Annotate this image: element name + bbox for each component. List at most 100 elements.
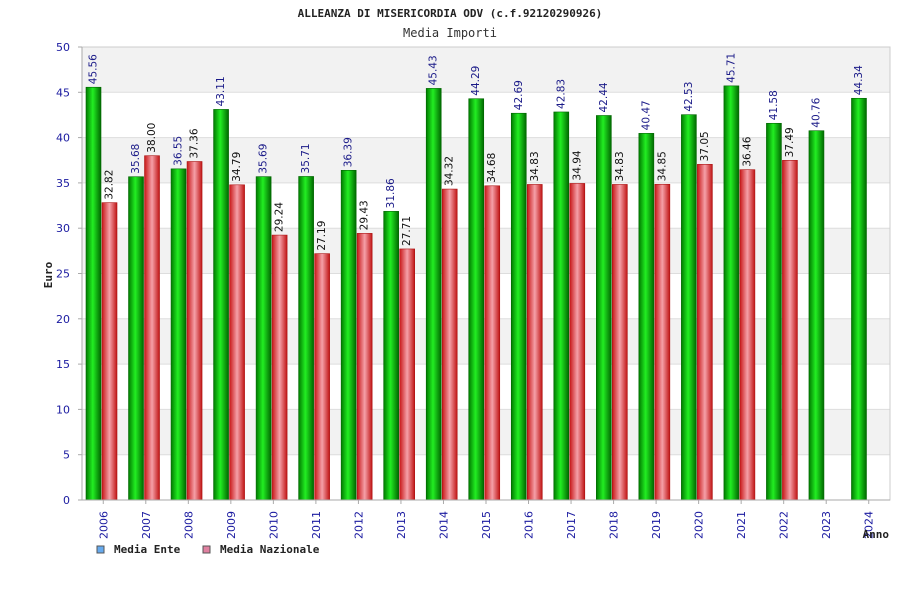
x-tick-label: 2012 — [352, 511, 365, 539]
y-tick-label: 35 — [56, 177, 70, 190]
data-label-media-ente-2016: 42.69 — [513, 80, 525, 110]
x-tick-label: 2011 — [310, 511, 323, 539]
bar-media-nazionale-2013 — [399, 248, 415, 501]
y-tick-label: 20 — [56, 313, 70, 326]
bar-media-nazionale-2006 — [101, 202, 118, 501]
y-tick-label: 25 — [56, 268, 70, 281]
bar-media-nazionale-2015 — [484, 185, 501, 501]
bar-media-ente-2009 — [213, 109, 229, 501]
data-label-media-ente-2024: 44.34 — [853, 65, 865, 95]
data-label-media-ente-2006: 45.56 — [88, 54, 100, 84]
x-tick-label: 2007 — [140, 511, 153, 539]
x-axis-label: Anno — [863, 528, 890, 541]
bar-media-ente-2016 — [510, 112, 527, 501]
data-label-media-ente-2019: 40.47 — [640, 100, 652, 130]
data-label-media-nazionale-2021: 36.46 — [741, 136, 753, 166]
x-tick-label: 2019 — [650, 511, 663, 539]
legend-swatch-media-nazionale — [202, 545, 211, 554]
data-label-media-ente-2020: 42.53 — [683, 82, 695, 112]
data-label-media-nazionale-2018: 34.83 — [614, 151, 626, 181]
data-label-media-ente-2007: 35.68 — [130, 144, 142, 174]
y-tick-label: 5 — [63, 449, 70, 462]
data-label-media-ente-2021: 45.71 — [725, 53, 737, 83]
data-label-media-nazionale-2020: 37.05 — [699, 131, 711, 161]
bar-media-ente-2024 — [851, 97, 867, 501]
bar-media-ente-2012 — [340, 170, 357, 501]
x-tick-label: 2017 — [565, 511, 578, 539]
x-tick-label: 2008 — [182, 511, 195, 539]
bar-media-ente-2010 — [255, 176, 272, 501]
bar-media-ente-2014 — [425, 88, 442, 501]
bar-media-nazionale-2010 — [271, 234, 288, 501]
data-label-media-nazionale-2010: 29.24 — [274, 202, 286, 232]
bar-media-nazionale-2017 — [569, 183, 586, 501]
x-tick-label: 2010 — [267, 511, 280, 539]
y-axis: 0 5 10 15 20 25 30 35 40 45 50 — [56, 41, 83, 507]
x-tick-label: 2022 — [778, 511, 791, 539]
y-tick-label: 15 — [56, 358, 70, 371]
bar-media-ente-2022 — [766, 122, 782, 501]
data-label-media-nazionale-2007: 38.00 — [146, 123, 158, 153]
bar-media-nazionale-2012 — [356, 233, 373, 501]
data-label-media-ente-2015: 44.29 — [470, 66, 482, 96]
y-tick-label: 30 — [56, 222, 70, 235]
data-label-media-ente-2014: 45.43 — [428, 55, 440, 85]
data-label-media-nazionale-2019: 34.85 — [656, 151, 668, 181]
data-label-media-ente-2012: 36.39 — [343, 137, 355, 167]
data-label-media-ente-2011: 35.71 — [300, 143, 312, 173]
bar-media-ente-2017 — [553, 111, 570, 501]
legend-label-media-ente: Media Ente — [114, 543, 181, 556]
data-label-media-nazionale-2011: 27.19 — [316, 221, 328, 251]
data-label-media-ente-2022: 41.58 — [768, 90, 780, 120]
data-label-media-nazionale-2012: 29.43 — [359, 200, 371, 230]
bar-media-nazionale-2009 — [229, 184, 245, 501]
data-label-media-nazionale-2008: 37.36 — [189, 128, 201, 158]
x-tick-label: 2016 — [523, 511, 536, 539]
bar-media-nazionale-2021 — [739, 169, 756, 501]
data-label-media-ente-2018: 42.44 — [598, 82, 610, 112]
bar-media-nazionale-2018 — [612, 184, 628, 501]
bar-media-nazionale-2020 — [697, 164, 713, 501]
bar-media-ente-2013 — [383, 211, 399, 501]
bar-media-ente-2021 — [723, 85, 740, 501]
y-tick-label: 50 — [56, 41, 70, 54]
bar-media-ente-2008 — [170, 168, 187, 501]
x-axis: 2006 2007 2008 2009 2010 2011 2012 2013 2014 2015… — [82, 499, 890, 539]
bar-media-nazionale-2007 — [144, 155, 160, 501]
legend-label-media-nazionale: Media Nazionale — [220, 543, 320, 556]
legend-swatch-media-ente — [96, 545, 105, 554]
x-tick-label: 2024 — [863, 511, 876, 539]
chart-title: ALLEANZA DI MISERICORDIA ODV (c.f.921202… — [298, 7, 603, 20]
y-tick-label: 40 — [56, 132, 70, 145]
bar-media-nazionale-2022 — [782, 160, 798, 501]
legend: Media Ente Media Nazionale — [96, 543, 320, 556]
bar-media-ente-2019 — [638, 133, 655, 501]
data-label-media-ente-2023: 40.76 — [810, 97, 822, 127]
data-label-media-nazionale-2006: 32.82 — [104, 170, 116, 200]
data-label-media-ente-2009: 43.11 — [215, 76, 227, 106]
x-tick-label: 2014 — [437, 511, 450, 539]
data-label-media-nazionale-2017: 34.94 — [571, 150, 583, 180]
bar-media-ente-2018 — [596, 115, 612, 501]
data-label-media-nazionale-2015: 34.68 — [486, 153, 498, 183]
data-label-media-ente-2008: 36.55 — [173, 136, 185, 166]
y-axis-label: Euro — [42, 261, 55, 288]
x-tick-label: 2020 — [693, 511, 706, 539]
x-tick-label: 2009 — [225, 511, 238, 539]
bar-media-nazionale-2016 — [526, 184, 543, 501]
bar-media-ente-2015 — [468, 98, 485, 501]
bar-media-ente-2023 — [808, 130, 825, 501]
bar-media-ente-2011 — [298, 176, 314, 501]
y-tick-label: 0 — [63, 494, 70, 507]
bar-media-nazionale-2011 — [314, 253, 330, 501]
data-label-media-ente-2017: 42.83 — [555, 79, 567, 109]
bar-media-ente-2007 — [128, 176, 144, 501]
y-tick-label: 10 — [56, 403, 70, 416]
data-label-media-nazionale-2013: 27.71 — [401, 216, 413, 246]
data-label-media-nazionale-2009: 34.79 — [231, 152, 243, 182]
data-label-media-nazionale-2016: 34.83 — [529, 151, 541, 181]
x-tick-label: 2013 — [395, 511, 408, 539]
bar-media-ente-2020 — [681, 114, 697, 501]
x-tick-label: 2018 — [608, 511, 621, 539]
